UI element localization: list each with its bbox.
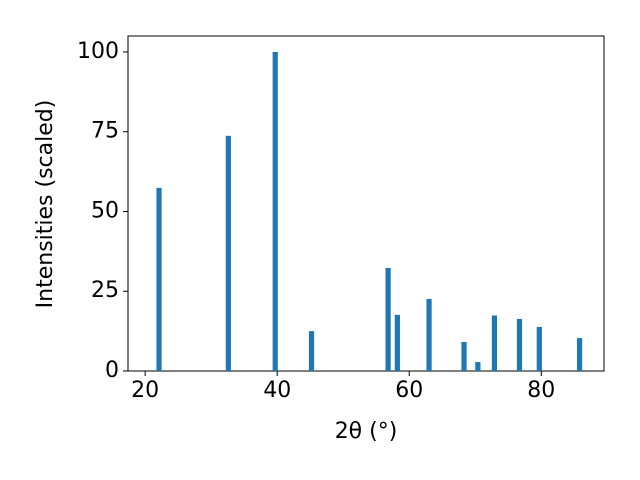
x-tick-label: 80: [527, 378, 555, 403]
x-axis-label: 2θ (°): [335, 419, 398, 444]
bar: [272, 51, 278, 371]
bar: [394, 314, 400, 371]
x-tick-label: 20: [131, 378, 159, 403]
y-tick-label: 75: [91, 119, 119, 144]
y-tick-label: 25: [91, 278, 119, 303]
bar: [475, 362, 481, 371]
bar: [308, 331, 315, 371]
bar: [576, 338, 583, 371]
x-tick-label: 60: [395, 378, 423, 403]
y-tick-label: 50: [91, 198, 119, 223]
y-axis-label: Intensities (scaled): [33, 100, 58, 309]
bar: [426, 298, 432, 371]
bar: [156, 187, 162, 371]
bar: [385, 267, 391, 371]
bar: [225, 135, 231, 371]
bar: [536, 326, 542, 371]
bar: [461, 341, 467, 371]
y-tick-label: 100: [77, 39, 119, 64]
x-tick-label: 40: [263, 378, 291, 403]
plot-frame: [127, 35, 605, 372]
y-tick-label: 0: [105, 358, 119, 383]
bar: [491, 315, 498, 371]
bar: [516, 318, 523, 371]
